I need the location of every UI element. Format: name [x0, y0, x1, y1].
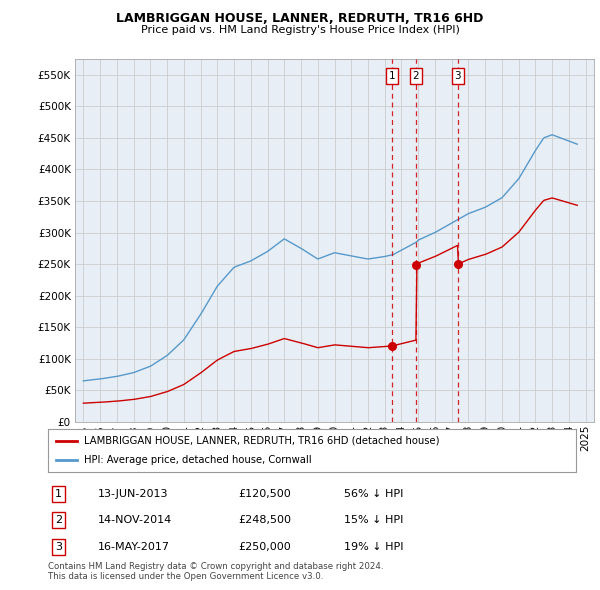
Text: LAMBRIGGAN HOUSE, LANNER, REDRUTH, TR16 6HD: LAMBRIGGAN HOUSE, LANNER, REDRUTH, TR16 …	[116, 12, 484, 25]
Text: 16-MAY-2017: 16-MAY-2017	[98, 542, 170, 552]
Text: 1: 1	[389, 71, 395, 81]
Text: This data is licensed under the Open Government Licence v3.0.: This data is licensed under the Open Gov…	[48, 572, 323, 581]
Text: Price paid vs. HM Land Registry's House Price Index (HPI): Price paid vs. HM Land Registry's House …	[140, 25, 460, 35]
Text: £248,500: £248,500	[238, 515, 291, 525]
Text: Contains HM Land Registry data © Crown copyright and database right 2024.: Contains HM Land Registry data © Crown c…	[48, 562, 383, 571]
Text: 15% ↓ HPI: 15% ↓ HPI	[344, 515, 403, 525]
Text: £250,000: £250,000	[238, 542, 291, 552]
Text: 19% ↓ HPI: 19% ↓ HPI	[344, 542, 403, 552]
Text: HPI: Average price, detached house, Cornwall: HPI: Average price, detached house, Corn…	[84, 455, 311, 466]
Text: 3: 3	[455, 71, 461, 81]
Text: 3: 3	[55, 542, 62, 552]
Text: 56% ↓ HPI: 56% ↓ HPI	[344, 489, 403, 499]
Text: 2: 2	[413, 71, 419, 81]
Text: 1: 1	[55, 489, 62, 499]
Text: £120,500: £120,500	[238, 489, 291, 499]
Text: LAMBRIGGAN HOUSE, LANNER, REDRUTH, TR16 6HD (detached house): LAMBRIGGAN HOUSE, LANNER, REDRUTH, TR16 …	[84, 435, 439, 445]
Text: 14-NOV-2014: 14-NOV-2014	[98, 515, 172, 525]
Text: 2: 2	[55, 515, 62, 525]
Text: 13-JUN-2013: 13-JUN-2013	[98, 489, 169, 499]
